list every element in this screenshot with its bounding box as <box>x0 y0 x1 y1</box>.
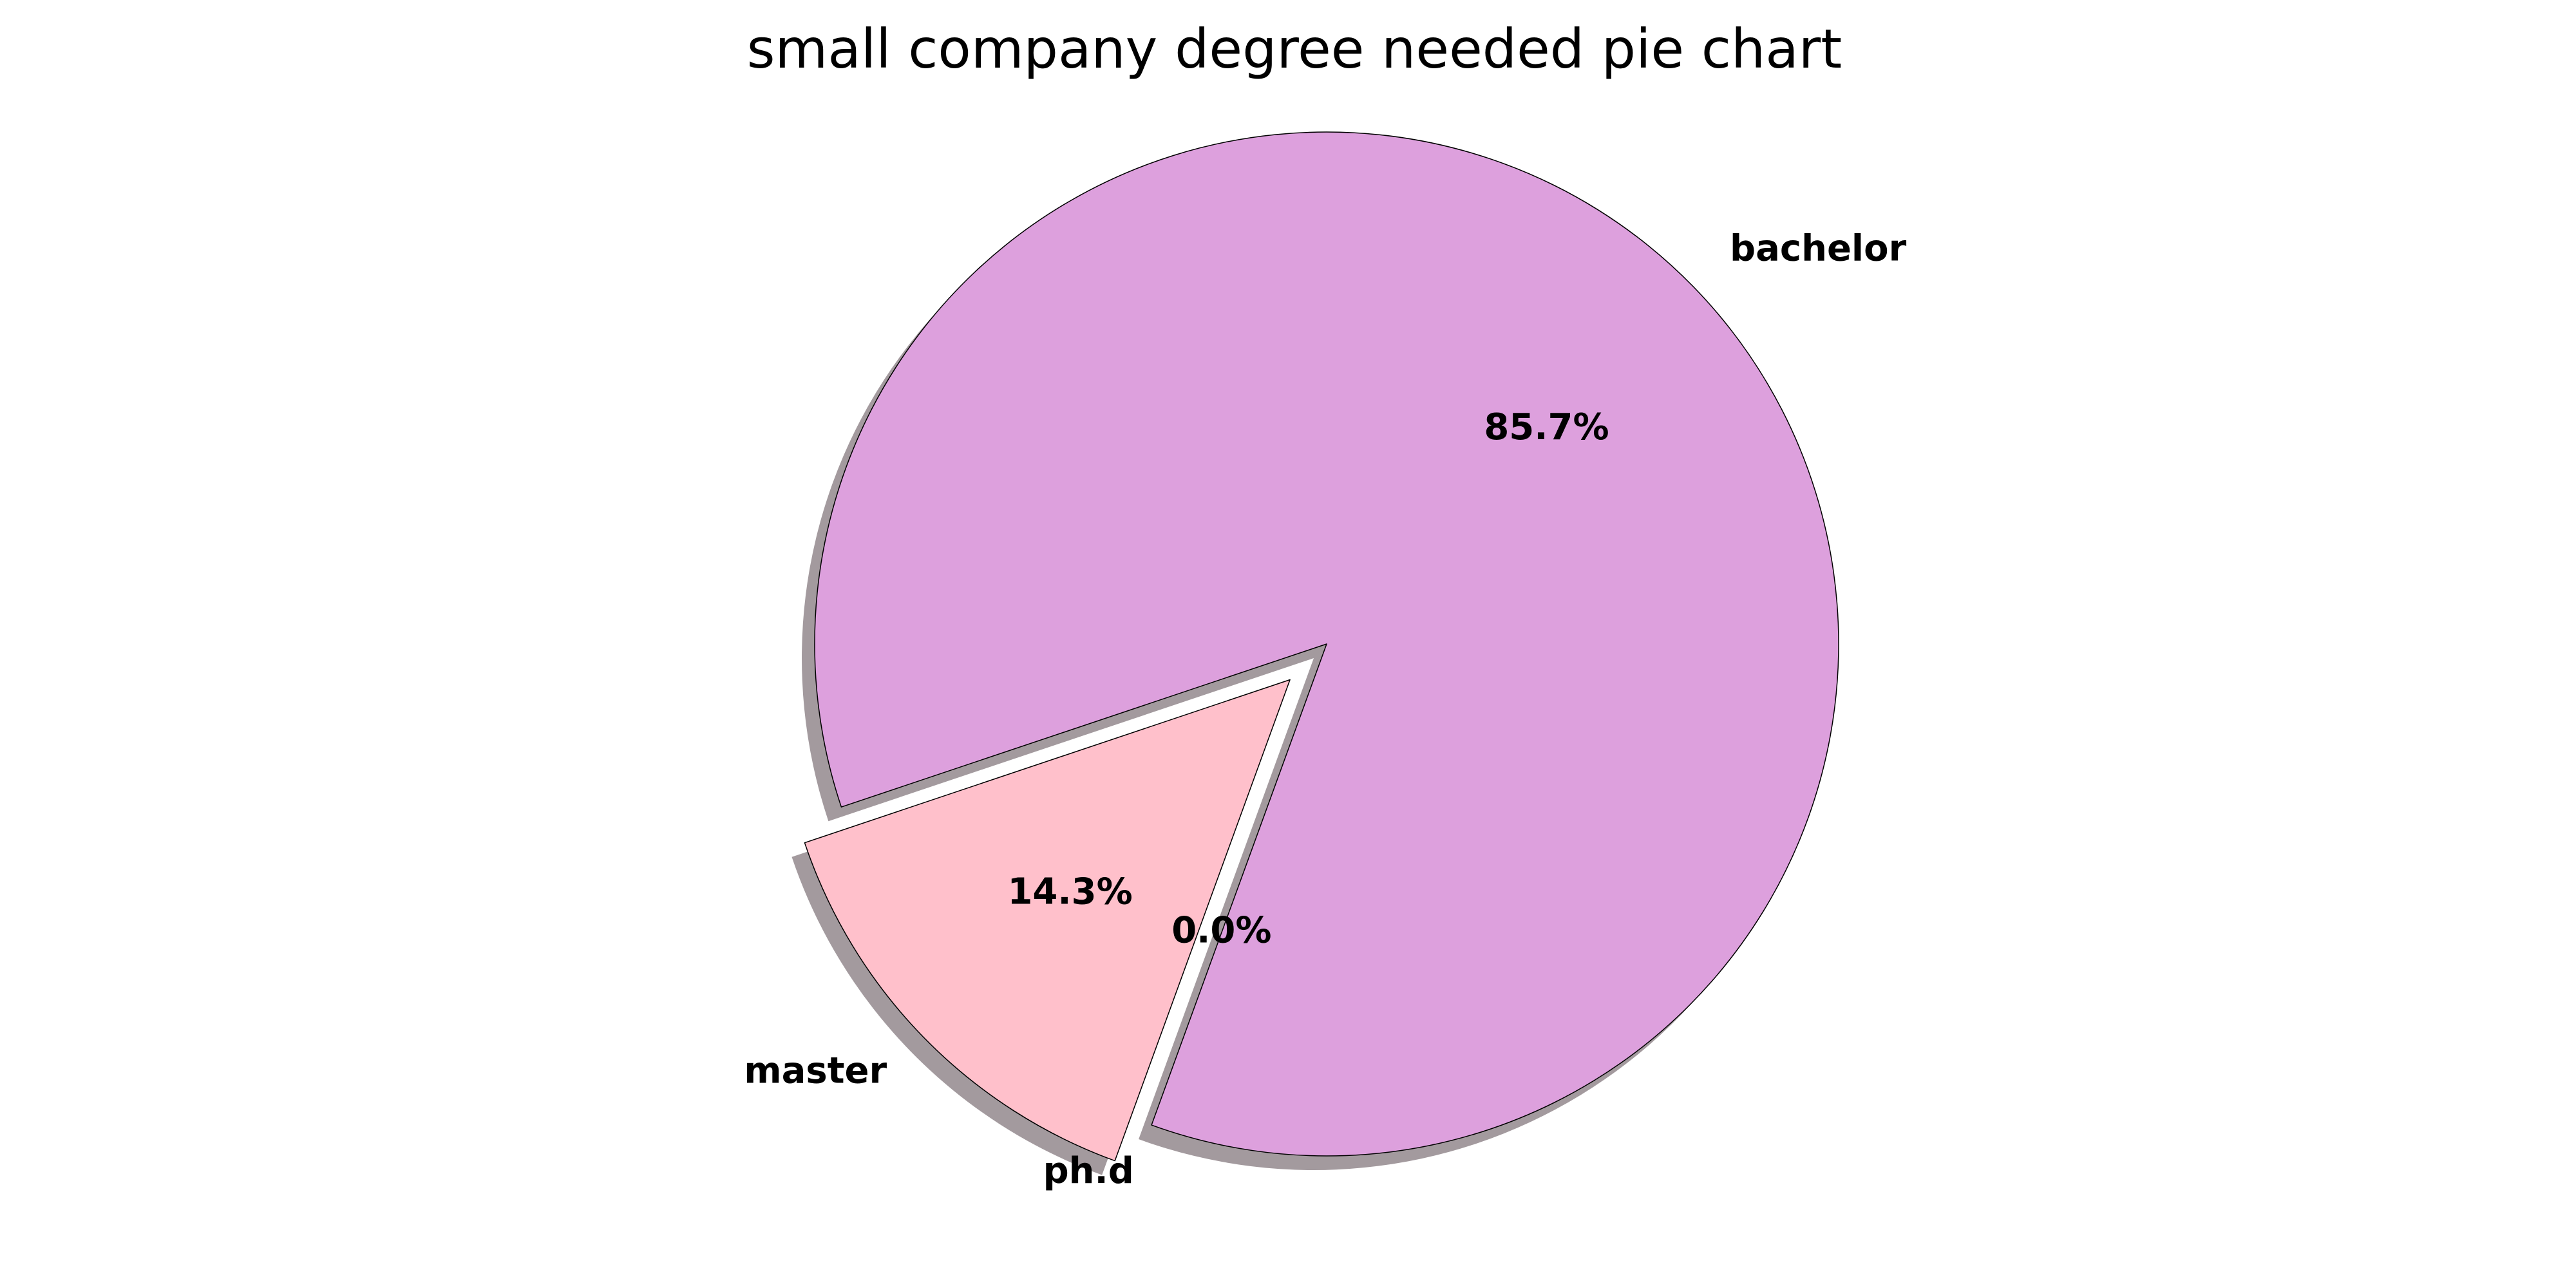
slice-label-bachelor: bachelor <box>1730 228 1907 270</box>
chart-title: small company degree needed pie chart <box>747 17 1842 80</box>
slice-percent-bachelor: 85.7% <box>1484 406 1609 448</box>
slice-percent-ph-d: 0.0% <box>1171 909 1271 951</box>
slice-master <box>804 679 1291 1162</box>
slice-percent-labels: 85.7% 14.3% 0.0% <box>1007 406 1609 951</box>
slice-percent-master: 14.3% <box>1007 871 1132 913</box>
slice-bachelor <box>814 131 1839 1157</box>
slice-labels: bachelor master ph.d <box>744 228 1906 1192</box>
slice-label-ph-d: ph.d <box>1043 1150 1134 1192</box>
slice-label-master: master <box>744 1050 887 1092</box>
slices <box>804 131 1839 1162</box>
